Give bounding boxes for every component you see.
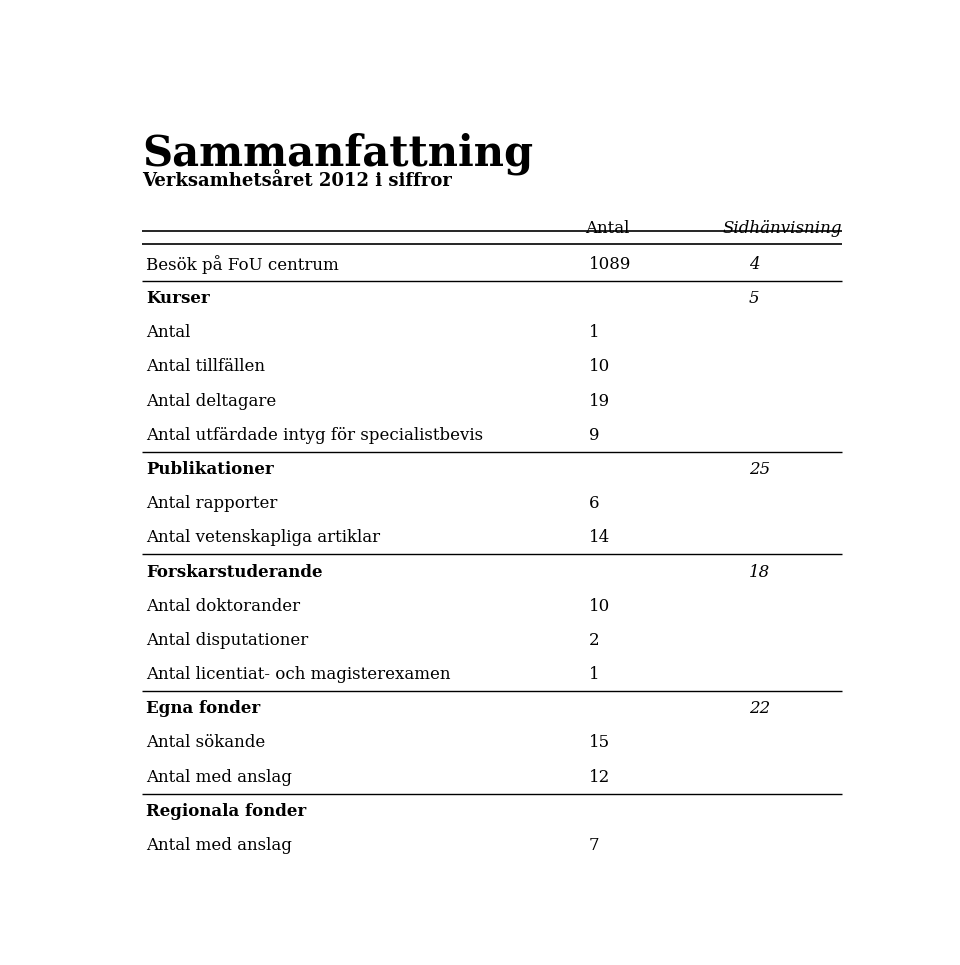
Text: Antal med anslag: Antal med anslag (146, 837, 292, 854)
Text: Antal tillfällen: Antal tillfällen (146, 358, 265, 375)
Text: Sidhänvisning: Sidhänvisning (723, 220, 842, 236)
Text: Antal utfärdade intyg för specialistbevis: Antal utfärdade intyg för specialistbevi… (146, 427, 483, 444)
Text: Antal: Antal (146, 324, 190, 342)
Text: Egna fonder: Egna fonder (146, 701, 260, 717)
Text: 7: 7 (588, 837, 599, 854)
Text: 15: 15 (588, 734, 610, 752)
Text: 1: 1 (588, 324, 599, 342)
Text: Sammanfattning: Sammanfattning (142, 132, 534, 175)
Text: 1089: 1089 (588, 256, 631, 273)
Text: Antal licentiat- och magisterexamen: Antal licentiat- och magisterexamen (146, 666, 450, 683)
Text: Antal disputationer: Antal disputationer (146, 632, 308, 648)
Text: 1: 1 (588, 666, 599, 683)
Text: Antal deltagare: Antal deltagare (146, 393, 276, 409)
Text: Besök på FoU centrum: Besök på FoU centrum (146, 255, 339, 274)
Text: 6: 6 (588, 495, 599, 512)
Text: Antal vetenskapliga artiklar: Antal vetenskapliga artiklar (146, 530, 380, 546)
Text: 22: 22 (749, 701, 770, 717)
Text: 19: 19 (588, 393, 610, 409)
Text: Kurser: Kurser (146, 290, 210, 307)
Text: 25: 25 (749, 461, 770, 478)
Text: Antal: Antal (585, 220, 630, 236)
Text: 12: 12 (588, 768, 610, 786)
Text: 2: 2 (588, 632, 599, 648)
Text: Antal rapporter: Antal rapporter (146, 495, 277, 512)
Text: Antal med anslag: Antal med anslag (146, 768, 292, 786)
Text: 10: 10 (588, 358, 610, 375)
Text: Antal doktorander: Antal doktorander (146, 597, 300, 615)
Text: 5: 5 (749, 290, 759, 307)
Text: Verksamhetsåret 2012 i siffror: Verksamhetsåret 2012 i siffror (142, 172, 452, 189)
Text: 9: 9 (588, 427, 599, 444)
Text: 18: 18 (749, 564, 770, 581)
Text: 4: 4 (749, 256, 759, 273)
Text: 14: 14 (588, 530, 610, 546)
Text: Forskarstuderande: Forskarstuderande (146, 564, 323, 581)
Text: 10: 10 (588, 597, 610, 615)
Text: Regionala fonder: Regionala fonder (146, 803, 306, 820)
Text: Antal sökande: Antal sökande (146, 734, 265, 752)
Text: Publikationer: Publikationer (146, 461, 274, 478)
